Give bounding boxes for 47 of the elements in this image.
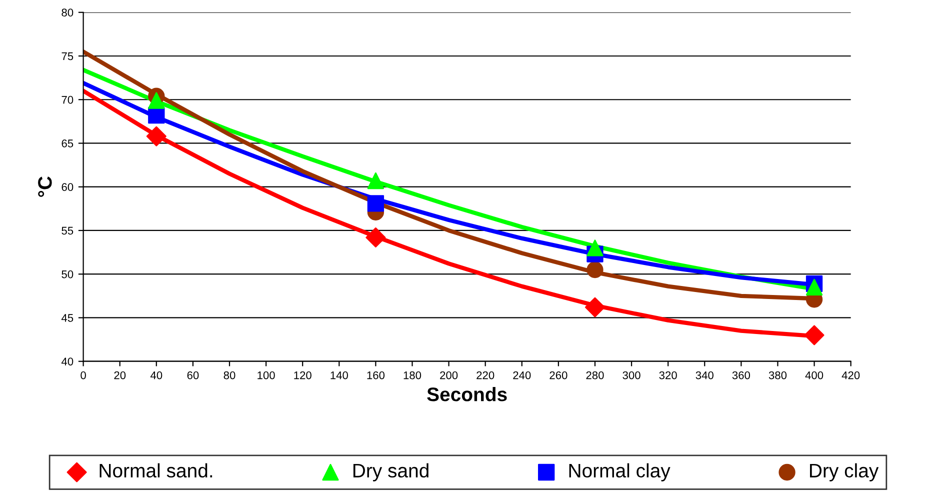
x-tick-label: 60 — [187, 371, 199, 380]
y-tick-label: 40 — [61, 358, 74, 366]
y-axis-title: °C — [38, 176, 52, 197]
x-tick-label: 40 — [150, 371, 162, 380]
x-tick-label: 200 — [440, 371, 458, 380]
legend-label: Normal clay — [569, 463, 670, 482]
point — [806, 278, 823, 296]
x-tick-label: 140 — [330, 371, 348, 380]
x-tick-label: 160 — [367, 371, 385, 380]
y-tick-label: 45 — [61, 314, 74, 322]
y-tick-label: 50 — [62, 270, 74, 278]
y-tick-label: 60 — [62, 183, 74, 191]
x-tick-label: 420 — [842, 371, 860, 380]
point — [584, 297, 605, 318]
point — [148, 92, 165, 109]
y-tick-label: 80 — [62, 8, 74, 17]
legend-label: Normal sand. — [100, 463, 212, 478]
x-tick-label: 360 — [732, 371, 750, 380]
x-axis-title: Seconds — [427, 386, 507, 402]
x-tick-label: 340 — [696, 371, 714, 380]
y-tick-label: 65 — [62, 140, 74, 148]
y-tick-label: 75 — [62, 52, 74, 60]
point — [586, 261, 604, 278]
legend-label: Dry clay — [810, 463, 879, 482]
legend-label: Dry sand — [353, 463, 428, 482]
point — [366, 227, 386, 248]
x-tick-label: 180 — [404, 371, 422, 380]
x-tick-label: 300 — [622, 371, 640, 380]
x-tick-label: 220 — [476, 371, 494, 380]
y-tick-label: 70 — [62, 96, 74, 104]
x-tick-label: 0 — [80, 371, 86, 380]
x-tick-label: 20 — [114, 371, 126, 380]
x-tick-label: 320 — [659, 371, 677, 380]
point — [367, 195, 384, 212]
x-tick-label: 80 — [224, 371, 236, 380]
x-tick-label: 280 — [586, 371, 604, 380]
y-tick-label: 55 — [62, 226, 74, 235]
x-tick-label: 380 — [768, 371, 787, 380]
point — [586, 240, 604, 256]
x-tick-label: 100 — [258, 371, 275, 380]
point — [367, 172, 384, 190]
x-tick-label: 120 — [294, 371, 312, 380]
x-tick-label: 400 — [805, 371, 824, 380]
point — [146, 126, 166, 146]
point — [804, 325, 824, 346]
x-tick-label: 260 — [550, 371, 568, 380]
x-tick-label: 240 — [513, 371, 531, 380]
